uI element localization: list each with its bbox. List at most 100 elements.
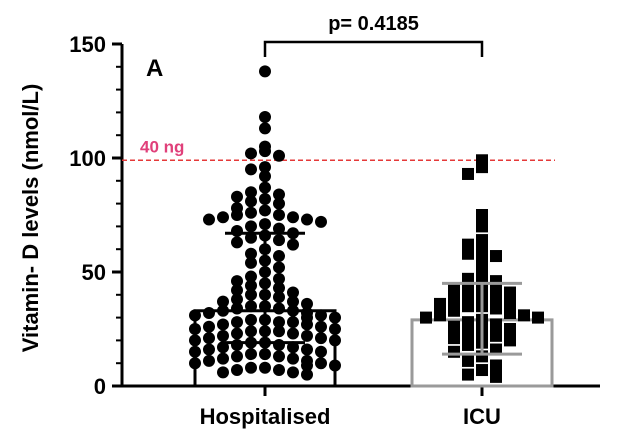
data-point-icu [462, 247, 474, 260]
data-point-hospitalised [217, 341, 229, 354]
data-point-icu [490, 343, 502, 356]
data-point-hospitalised [245, 348, 257, 361]
data-point-icu [504, 334, 516, 347]
data-point-icu [462, 338, 474, 351]
data-point-hospitalised [273, 188, 285, 201]
data-point-hospitalised [231, 338, 243, 351]
data-point-icu [490, 318, 502, 331]
data-point-icu [462, 327, 474, 340]
data-point-hospitalised [301, 213, 313, 226]
data-point-icu [434, 309, 446, 322]
data-point-icu [462, 291, 474, 304]
data-point-hospitalised [315, 332, 327, 345]
data-point-hospitalised [259, 110, 271, 123]
data-point-hospitalised [273, 197, 285, 210]
data-point-hospitalised [259, 181, 271, 194]
data-point-hospitalised [217, 318, 229, 331]
data-point-hospitalised [245, 220, 257, 233]
y-tick-label: 100 [69, 146, 106, 171]
data-point-hospitalised [329, 323, 341, 335]
data-point-hospitalised [301, 329, 313, 342]
data-point-hospitalised [273, 234, 285, 247]
data-point-hospitalised [259, 161, 271, 174]
x-category-label: Hospitalised [200, 404, 331, 429]
data-point-hospitalised [231, 236, 243, 249]
panel-label: A [146, 55, 163, 82]
data-point-hospitalised [287, 286, 299, 299]
data-point-icu [448, 320, 460, 333]
data-point-hospitalised [315, 345, 327, 358]
data-point-hospitalised [273, 250, 285, 263]
data-point-icu [476, 220, 488, 233]
data-point-hospitalised [301, 343, 313, 356]
data-point-hospitalised [329, 359, 341, 372]
data-point-hospitalised [259, 218, 271, 231]
data-point-hospitalised [203, 320, 215, 333]
data-point-icu [448, 293, 460, 306]
data-point-hospitalised [245, 325, 257, 338]
error-bars [225, 231, 522, 356]
data-point-icu [490, 370, 502, 383]
data-point-icu [504, 323, 516, 335]
data-point-icu [448, 332, 460, 345]
data-point-hospitalised [231, 350, 243, 363]
data-point-icu [476, 364, 488, 377]
data-point-icu [462, 167, 474, 180]
data-point-icu [448, 304, 460, 317]
data-point-hospitalised [287, 366, 299, 379]
data-points [189, 65, 544, 383]
data-point-hospitalised [259, 204, 271, 217]
data-point-icu [490, 359, 502, 372]
data-point-hospitalised [329, 311, 341, 324]
data-point-hospitalised [245, 186, 257, 199]
data-point-hospitalised [273, 316, 285, 329]
data-point-hospitalised [231, 284, 243, 297]
data-point-icu [504, 307, 516, 320]
y-tick-label: 50 [82, 260, 106, 285]
data-point-hospitalised [245, 195, 257, 208]
data-point-hospitalised [189, 334, 201, 347]
data-point-hospitalised [259, 122, 271, 135]
data-point-hospitalised [217, 366, 229, 379]
data-point-hospitalised [231, 364, 243, 377]
data-point-icu [462, 279, 474, 292]
data-point-hospitalised [287, 304, 299, 317]
y-tick-label: 0 [94, 374, 106, 399]
data-point-hospitalised [259, 361, 271, 374]
data-point-icu [462, 238, 474, 251]
reference-line-group: 40 ng [122, 137, 555, 162]
x-category-label: ICU [463, 404, 501, 429]
data-point-hospitalised [231, 327, 243, 340]
data-point-hospitalised [273, 302, 285, 315]
data-point-hospitalised [273, 338, 285, 351]
data-point-icu [448, 284, 460, 297]
data-point-hospitalised [245, 147, 257, 160]
data-point-hospitalised [231, 316, 243, 329]
data-point-hospitalised [217, 352, 229, 365]
data-point-hospitalised [245, 300, 257, 313]
data-point-hospitalised [273, 281, 285, 294]
data-point-hospitalised [203, 307, 215, 320]
data-point-icu [532, 311, 544, 324]
data-point-hospitalised [245, 288, 257, 301]
data-point-hospitalised [231, 275, 243, 288]
data-point-hospitalised [273, 261, 285, 274]
data-point-hospitalised [231, 190, 243, 203]
data-point-hospitalised [315, 357, 327, 370]
data-point-hospitalised [203, 332, 215, 345]
data-point-hospitalised [245, 270, 257, 283]
data-point-hospitalised [287, 316, 299, 329]
data-point-icu [462, 368, 474, 381]
data-point-hospitalised [245, 279, 257, 292]
data-point-hospitalised [231, 224, 243, 237]
data-point-hospitalised [315, 320, 327, 333]
data-point-icu [476, 161, 488, 174]
data-point-hospitalised [273, 325, 285, 338]
data-point-hospitalised [231, 302, 243, 315]
p-value-label: p= 0.4185 [328, 13, 419, 35]
data-point-hospitalised [315, 309, 327, 322]
data-point-hospitalised [259, 193, 271, 206]
data-point-hospitalised [273, 149, 285, 162]
data-point-hospitalised [245, 361, 257, 374]
data-point-icu [476, 243, 488, 256]
